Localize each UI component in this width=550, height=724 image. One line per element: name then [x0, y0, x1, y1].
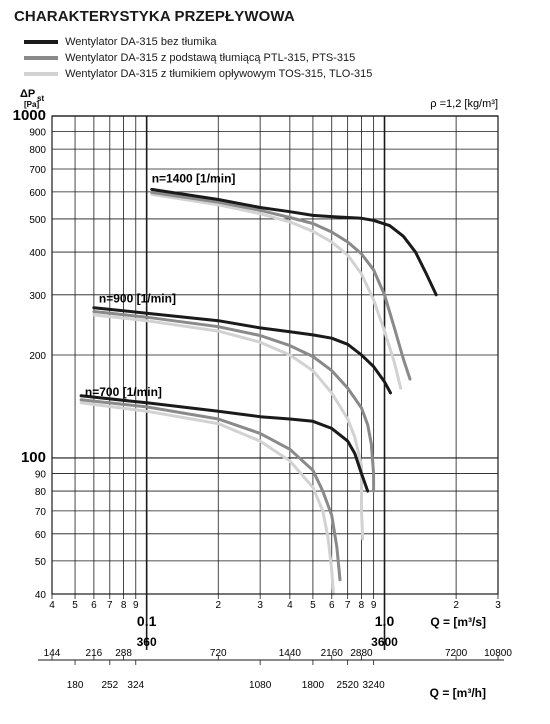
- x-tick-label: 8: [359, 600, 365, 611]
- y-tick-label: 90: [35, 470, 47, 481]
- plot-frame: [51, 115, 499, 595]
- y-tick-label: 40: [35, 590, 47, 601]
- legend-item-no-silencer: Wentylator DA-315 bez tłumika: [24, 36, 216, 48]
- y-tick-label: 50: [35, 557, 47, 568]
- x-tick-label: 2: [453, 600, 459, 611]
- x-major-tick-label: 1.0: [375, 613, 395, 629]
- legend-item-flow-silencer: Wentylator DA-315 z tłumikiem opływowym …: [24, 68, 372, 80]
- legend-label-no-silencer: Wentylator DA-315 bez tłumika: [65, 36, 217, 48]
- fan-curve-line: [150, 190, 412, 381]
- x2-major-tick-label: 360: [137, 635, 157, 649]
- axis-labels: 40 50 60 70 80 90 100 200 300 400 500 600 700 800 900 1…: [13, 107, 513, 691]
- x-tick-label: 2: [215, 600, 221, 611]
- x-tick-label: 3: [257, 600, 263, 611]
- fan-curve-line: [79, 401, 335, 596]
- legend-item-base-silencer: Wentylator DA-315 z podstawą tłumiącą PT…: [24, 52, 355, 64]
- x-major-tick-label: 0.1: [137, 613, 157, 629]
- y-tick-label: 900: [29, 128, 46, 139]
- y-tick-label: 70: [35, 507, 47, 518]
- x-tick-label: 5: [310, 600, 316, 611]
- fan-curve-line: [150, 192, 403, 390]
- x2-tick-label: 324: [127, 680, 144, 691]
- speed-label: n=700 [1/min]: [85, 385, 162, 399]
- fan-curve-line: [79, 394, 370, 493]
- legend-label-flow-silencer: Wentylator DA-315 z tłumikiem opływowym …: [65, 68, 373, 80]
- legend-swatch-black: [24, 40, 58, 45]
- speed-label: n=1400 [1/min]: [152, 171, 236, 185]
- x-tick-label: 4: [49, 600, 55, 611]
- x-axis-label-m3h: Q = [m³/h]: [430, 686, 486, 700]
- x-tick-label: 7: [107, 600, 113, 611]
- y-tick-label: 200: [29, 351, 46, 362]
- speed-label: n=900 [1/min]: [99, 291, 176, 305]
- y-tick-label: 800: [29, 145, 46, 156]
- x-tick-label: 6: [91, 600, 97, 611]
- x2-tick-label: 3240: [363, 680, 386, 691]
- y-tick-label: 60: [35, 530, 47, 541]
- x2-tick-label: 216: [86, 648, 103, 659]
- y-tick-label: 80: [35, 487, 47, 498]
- y-tick-label: 1000: [13, 107, 46, 124]
- y-tick-label: 500: [29, 215, 46, 226]
- axes: [38, 115, 504, 665]
- density-note: ρ =1,2 [kg/m³]: [430, 98, 498, 110]
- y-axis-label-sub: st: [37, 94, 44, 103]
- fan-curve-line: [79, 398, 342, 582]
- x2-tick-label: 10800: [484, 648, 512, 659]
- x2-tick-label: 1080: [249, 680, 272, 691]
- fan-curve-line: [92, 306, 392, 395]
- x2-tick-label: 2160: [321, 648, 344, 659]
- x2-tick-label: 1800: [302, 680, 325, 691]
- x-tick-label: 8: [121, 600, 127, 611]
- fan-curve-line: [92, 310, 376, 493]
- x2-tick-label: 1440: [279, 648, 302, 659]
- legend-swatch-gray: [24, 56, 58, 61]
- x2-tick-label: 7200: [445, 648, 468, 659]
- x2-tick-label: 144: [44, 648, 61, 659]
- x2-tick-label: 180: [67, 680, 84, 691]
- x-tick-label: 3: [495, 600, 501, 611]
- x2-tick-label: 252: [101, 680, 118, 691]
- grid-lines: [51, 115, 499, 650]
- x-tick-label: 4: [287, 600, 293, 611]
- y-tick-label: 400: [29, 248, 46, 259]
- x-tick-label: 7: [345, 600, 351, 611]
- legend-label-base-silencer: Wentylator DA-315 z podstawą tłumiącą PT…: [65, 52, 356, 64]
- x2-tick-label: 288: [115, 648, 132, 659]
- x2-major-tick-label: 3600: [371, 635, 398, 649]
- x2-tick-label: 2880: [350, 648, 373, 659]
- x-tick-label: 9: [133, 600, 139, 611]
- fan-curve-line: [150, 187, 438, 297]
- x2-tick-label: 2520: [337, 680, 360, 691]
- fan-curves: [79, 187, 438, 596]
- chart-title: CHARAKTERYSTYKA PRZEPŁYWOWA: [14, 8, 295, 25]
- y-axis-label-unit: [Pa]: [24, 100, 39, 109]
- x2-tick-label: 720: [210, 648, 227, 659]
- y-tick-label: 700: [29, 165, 46, 176]
- y-tick-label: 100: [21, 449, 46, 466]
- x-axis-label-m3s: Q = [m³/s]: [430, 615, 486, 629]
- legend-swatch-lightgray: [24, 72, 58, 77]
- y-tick-label: 600: [29, 188, 46, 199]
- x-tick-label: 9: [371, 600, 377, 611]
- y-axis-label-delta: ΔP: [20, 88, 35, 100]
- x-tick-label: 5: [72, 600, 78, 611]
- y-tick-label: 300: [29, 291, 46, 302]
- x-tick-label: 6: [329, 600, 335, 611]
